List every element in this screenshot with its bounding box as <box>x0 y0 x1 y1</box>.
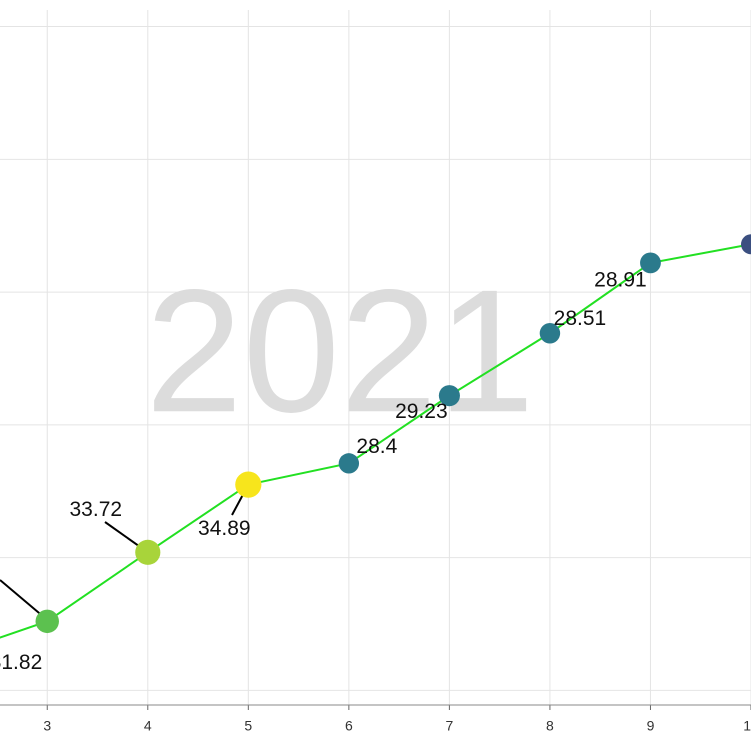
data-label: 34.89 <box>198 517 251 540</box>
point <box>640 252 661 274</box>
data-label: 33.72 <box>70 498 123 521</box>
point <box>35 609 59 634</box>
x-tick-label: 10 <box>743 718 751 734</box>
point <box>235 471 262 498</box>
data-label: 28.91 <box>594 268 647 291</box>
point <box>438 385 460 407</box>
leader-line <box>0 579 46 619</box>
watermark: 2021 <box>145 254 534 449</box>
x-tick-label: 6 <box>345 718 353 734</box>
data-label: 28.4 <box>356 435 397 458</box>
x-tick-label: 3 <box>43 718 51 734</box>
data-label: 28.51 <box>554 307 607 330</box>
data-label: 29.23 <box>395 400 448 423</box>
x-tick-label: 9 <box>647 718 655 734</box>
x-tick-label: 8 <box>546 718 554 734</box>
point <box>539 323 561 344</box>
x-tick-label: 7 <box>445 718 453 734</box>
point <box>135 539 161 565</box>
x-tick-label: 5 <box>244 718 252 734</box>
point <box>338 453 360 474</box>
point <box>741 234 751 255</box>
x-tick-label: 4 <box>144 718 152 734</box>
data-label: 31.82 <box>0 651 42 674</box>
